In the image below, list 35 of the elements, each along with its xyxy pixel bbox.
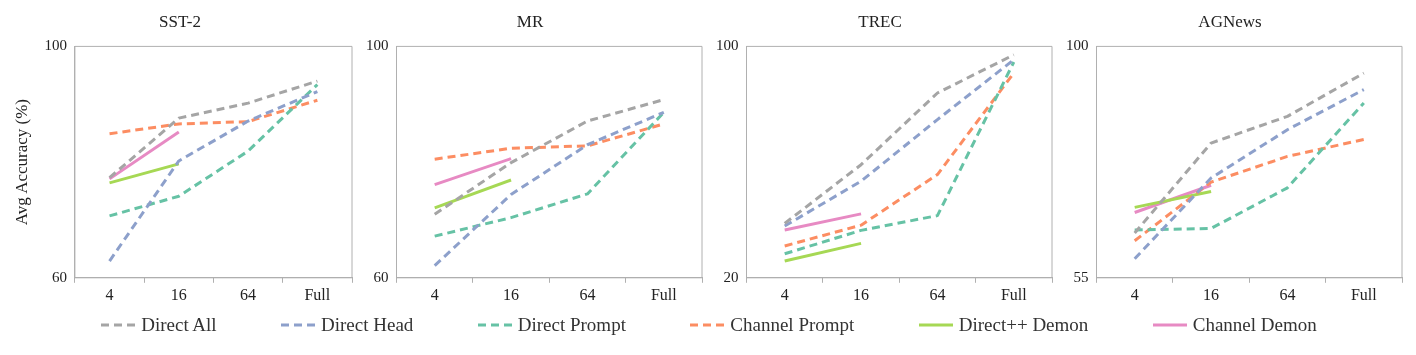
x-tick-label: 4 <box>105 285 114 303</box>
x-tick-label: Full <box>650 285 678 303</box>
legend-label: Channel Prompt <box>730 314 855 336</box>
chart-title: MR <box>516 11 544 31</box>
x-tick-label: Full <box>1000 285 1028 303</box>
y-tick-label: 100 <box>44 37 67 54</box>
y-tick-label: 100 <box>716 37 739 54</box>
x-tick-label: 64 <box>579 285 596 303</box>
x-tick-label: 4 <box>780 285 789 303</box>
x-tick-label: 16 <box>1203 285 1220 303</box>
x-tick-label: 16 <box>170 285 187 303</box>
x-tick-label: 64 <box>240 285 257 303</box>
x-tick-label: 16 <box>853 285 870 303</box>
chart-title: TREC <box>858 11 902 31</box>
legend-label: Direct All <box>141 314 217 336</box>
x-tick-label: 64 <box>929 285 946 303</box>
chart-title: SST-2 <box>159 11 201 31</box>
x-tick-label: 4 <box>430 285 439 303</box>
y-tick-label: 20 <box>723 268 739 285</box>
y-tick-label: 60 <box>51 268 67 285</box>
legend-label: Direct Prompt <box>517 314 626 336</box>
y-tick-label: 60 <box>373 268 389 285</box>
legend-label: Direct Head <box>321 314 414 336</box>
y-tick-label: 100 <box>1066 37 1089 54</box>
y-tick-label: 100 <box>366 37 389 54</box>
x-tick-label: 64 <box>1279 285 1296 303</box>
legend-label: Direct++ Demon <box>958 314 1089 336</box>
x-tick-label: Full <box>304 285 331 303</box>
legend-label: Channel Demon <box>1192 314 1317 336</box>
y-tick-label: 55 <box>1073 268 1089 285</box>
x-tick-label: Full <box>1350 285 1378 303</box>
chart-title: AGNews <box>1198 11 1262 31</box>
x-tick-label: 16 <box>503 285 520 303</box>
x-tick-label: 4 <box>1130 285 1139 303</box>
y-axis-title: Avg Accuracy (%) <box>11 99 31 226</box>
